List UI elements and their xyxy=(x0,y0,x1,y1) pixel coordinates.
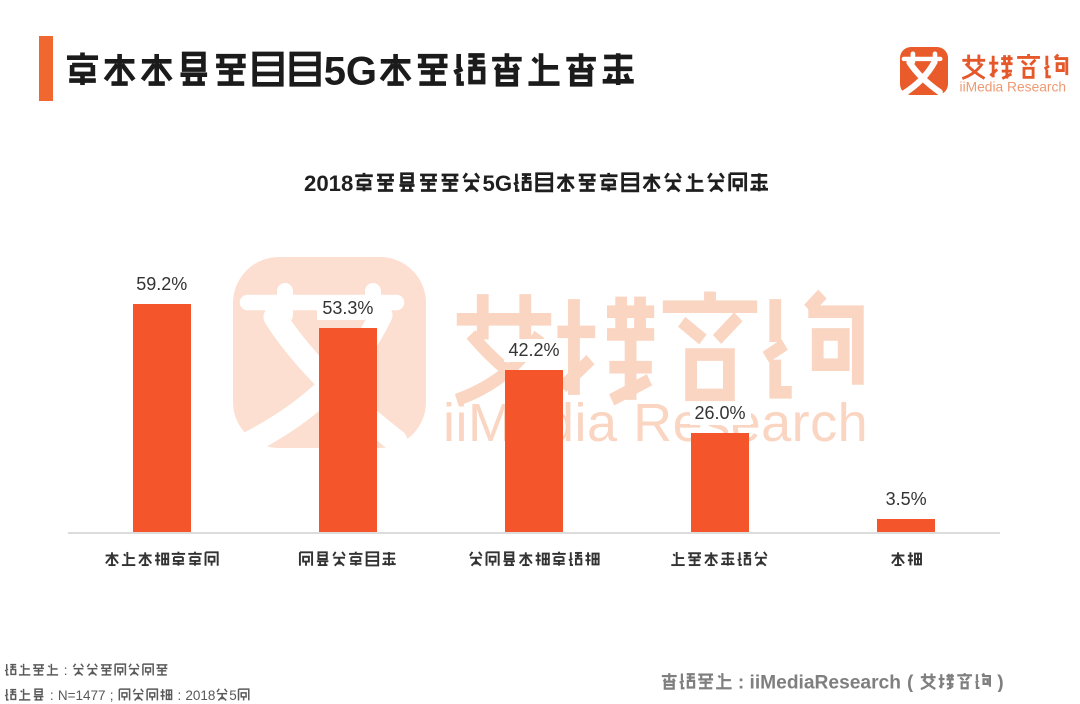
svg-text:iiMedia Research: iiMedia Research xyxy=(960,80,1067,95)
svg-text:(: ( xyxy=(907,673,914,692)
svg-text:2018: 2018 xyxy=(304,172,353,195)
svg-text:2018: 2018 xyxy=(185,688,215,702)
svg-text::: : xyxy=(64,663,68,677)
svg-text:;: ; xyxy=(110,688,114,702)
svg-text:5G: 5G xyxy=(324,51,377,91)
svg-text:5: 5 xyxy=(229,688,237,702)
svg-text:iiMediaResearch: iiMediaResearch xyxy=(750,673,901,692)
svg-text::: : xyxy=(178,688,182,702)
svg-text::: : xyxy=(738,673,744,692)
svg-text:): ) xyxy=(997,673,1003,692)
svg-text:5G: 5G xyxy=(483,172,513,195)
svg-text:N=1477: N=1477 xyxy=(58,688,106,702)
svg-text::: : xyxy=(50,688,54,702)
